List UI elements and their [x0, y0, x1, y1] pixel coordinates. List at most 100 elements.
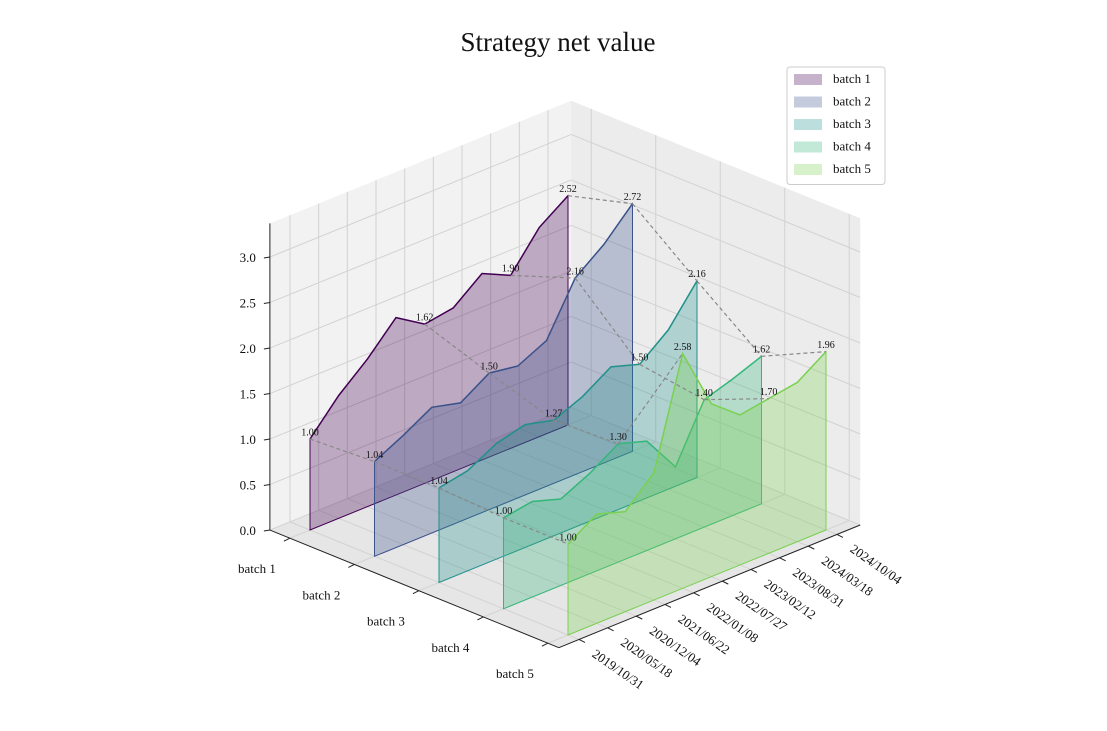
grid-line — [571, 224, 861, 344]
value-label: 2.52 — [559, 184, 577, 195]
grid-line — [571, 133, 861, 253]
connector — [309, 438, 375, 463]
floor-pane — [269, 407, 861, 648]
value-label: 1.04 — [366, 450, 384, 461]
value-label: 1.04 — [430, 476, 448, 487]
grid-line — [547, 416, 838, 535]
grid-line — [269, 179, 572, 304]
tick-mark — [263, 438, 270, 441]
batch-tick-label: batch 5 — [496, 666, 534, 681]
tick-mark — [348, 563, 355, 568]
tick-mark — [477, 616, 484, 621]
batch-tick-label: batch 4 — [431, 640, 469, 655]
value-label: 1.30 — [609, 432, 627, 443]
legend-label: batch 4 — [833, 138, 871, 153]
connector — [553, 419, 619, 445]
grid-line — [289, 521, 580, 640]
axis-line — [269, 529, 560, 649]
legend-swatch — [794, 74, 822, 85]
z-tick-label: 2.5 — [240, 296, 256, 311]
right-pane — [571, 100, 861, 525]
legend-swatch — [794, 164, 822, 175]
connector — [503, 517, 569, 545]
tick-mark — [263, 484, 270, 487]
grid-line — [519, 428, 809, 547]
tick-mark — [283, 537, 291, 542]
z-tick-label: 2.0 — [240, 341, 256, 356]
tick-mark — [263, 529, 270, 532]
value-label: 1.00 — [301, 427, 319, 438]
value-label: 1.50 — [631, 353, 649, 364]
tick-mark — [664, 604, 672, 608]
value-label: 1.70 — [760, 387, 778, 398]
legend-label: batch 1 — [833, 71, 871, 86]
tick-mark — [693, 592, 700, 597]
series-line — [309, 195, 569, 440]
z-tick-label: 0.0 — [240, 523, 256, 538]
z-tick-label: 1.5 — [240, 387, 256, 402]
tick-mark — [607, 627, 614, 632]
tick-mark — [263, 347, 270, 350]
legend-label: batch 2 — [833, 93, 871, 108]
tick-mark — [263, 256, 270, 259]
tick-mark — [263, 302, 270, 305]
grid-line — [318, 509, 608, 629]
grid-line — [269, 133, 572, 258]
z-tick-label: 0.5 — [240, 478, 256, 493]
value-label: 2.58 — [674, 342, 692, 353]
series-line — [373, 203, 634, 463]
grid-line — [269, 270, 572, 395]
value-label: 1.40 — [695, 388, 713, 399]
tick-mark — [541, 642, 549, 647]
connector — [632, 203, 698, 282]
tick-mark — [636, 615, 643, 620]
grid-line — [571, 315, 861, 435]
connector — [639, 363, 705, 401]
value-label: 1.27 — [545, 409, 563, 420]
grid-line — [347, 498, 637, 617]
legend-swatch — [794, 141, 822, 153]
connector — [374, 461, 440, 489]
tick-mark — [836, 534, 844, 538]
connector — [574, 277, 641, 365]
legend-swatch — [794, 96, 822, 108]
connector — [567, 195, 633, 205]
value-label: 1.00 — [559, 532, 577, 543]
legend-box — [786, 66, 886, 185]
tick-mark — [722, 580, 729, 585]
value-label: 2.72 — [624, 192, 642, 203]
legend-label: batch 3 — [833, 116, 871, 131]
tick-mark — [263, 393, 270, 396]
connector — [761, 351, 827, 357]
series-line — [567, 351, 827, 545]
value-label: 1.62 — [416, 312, 434, 323]
value-label: 1.90 — [502, 264, 520, 275]
connector — [704, 398, 769, 401]
tick-mark — [779, 557, 786, 562]
grid-line — [571, 406, 861, 526]
legend-label: batch 5 — [833, 161, 871, 176]
value-label: 1.50 — [480, 361, 498, 372]
grid-line — [571, 179, 861, 298]
connector — [696, 280, 762, 357]
value-label: 1.00 — [495, 506, 513, 517]
tick-mark — [412, 590, 420, 595]
value-label: 2.16 — [688, 269, 706, 280]
connector — [438, 487, 504, 519]
connector — [510, 274, 576, 279]
axis-line — [558, 524, 861, 649]
tick-mark — [750, 569, 758, 573]
z-tick-label: 3.0 — [240, 250, 256, 265]
grid-line — [269, 224, 572, 349]
grid-line — [433, 463, 723, 582]
value-label: 1.62 — [753, 345, 771, 356]
series-line — [503, 355, 762, 519]
tick-mark — [578, 639, 586, 643]
value-label: 2.16 — [566, 266, 584, 277]
legend-swatch — [794, 119, 822, 130]
batch-tick-label: batch 1 — [238, 561, 276, 576]
grid-line — [571, 270, 861, 389]
grid-line — [269, 361, 572, 486]
